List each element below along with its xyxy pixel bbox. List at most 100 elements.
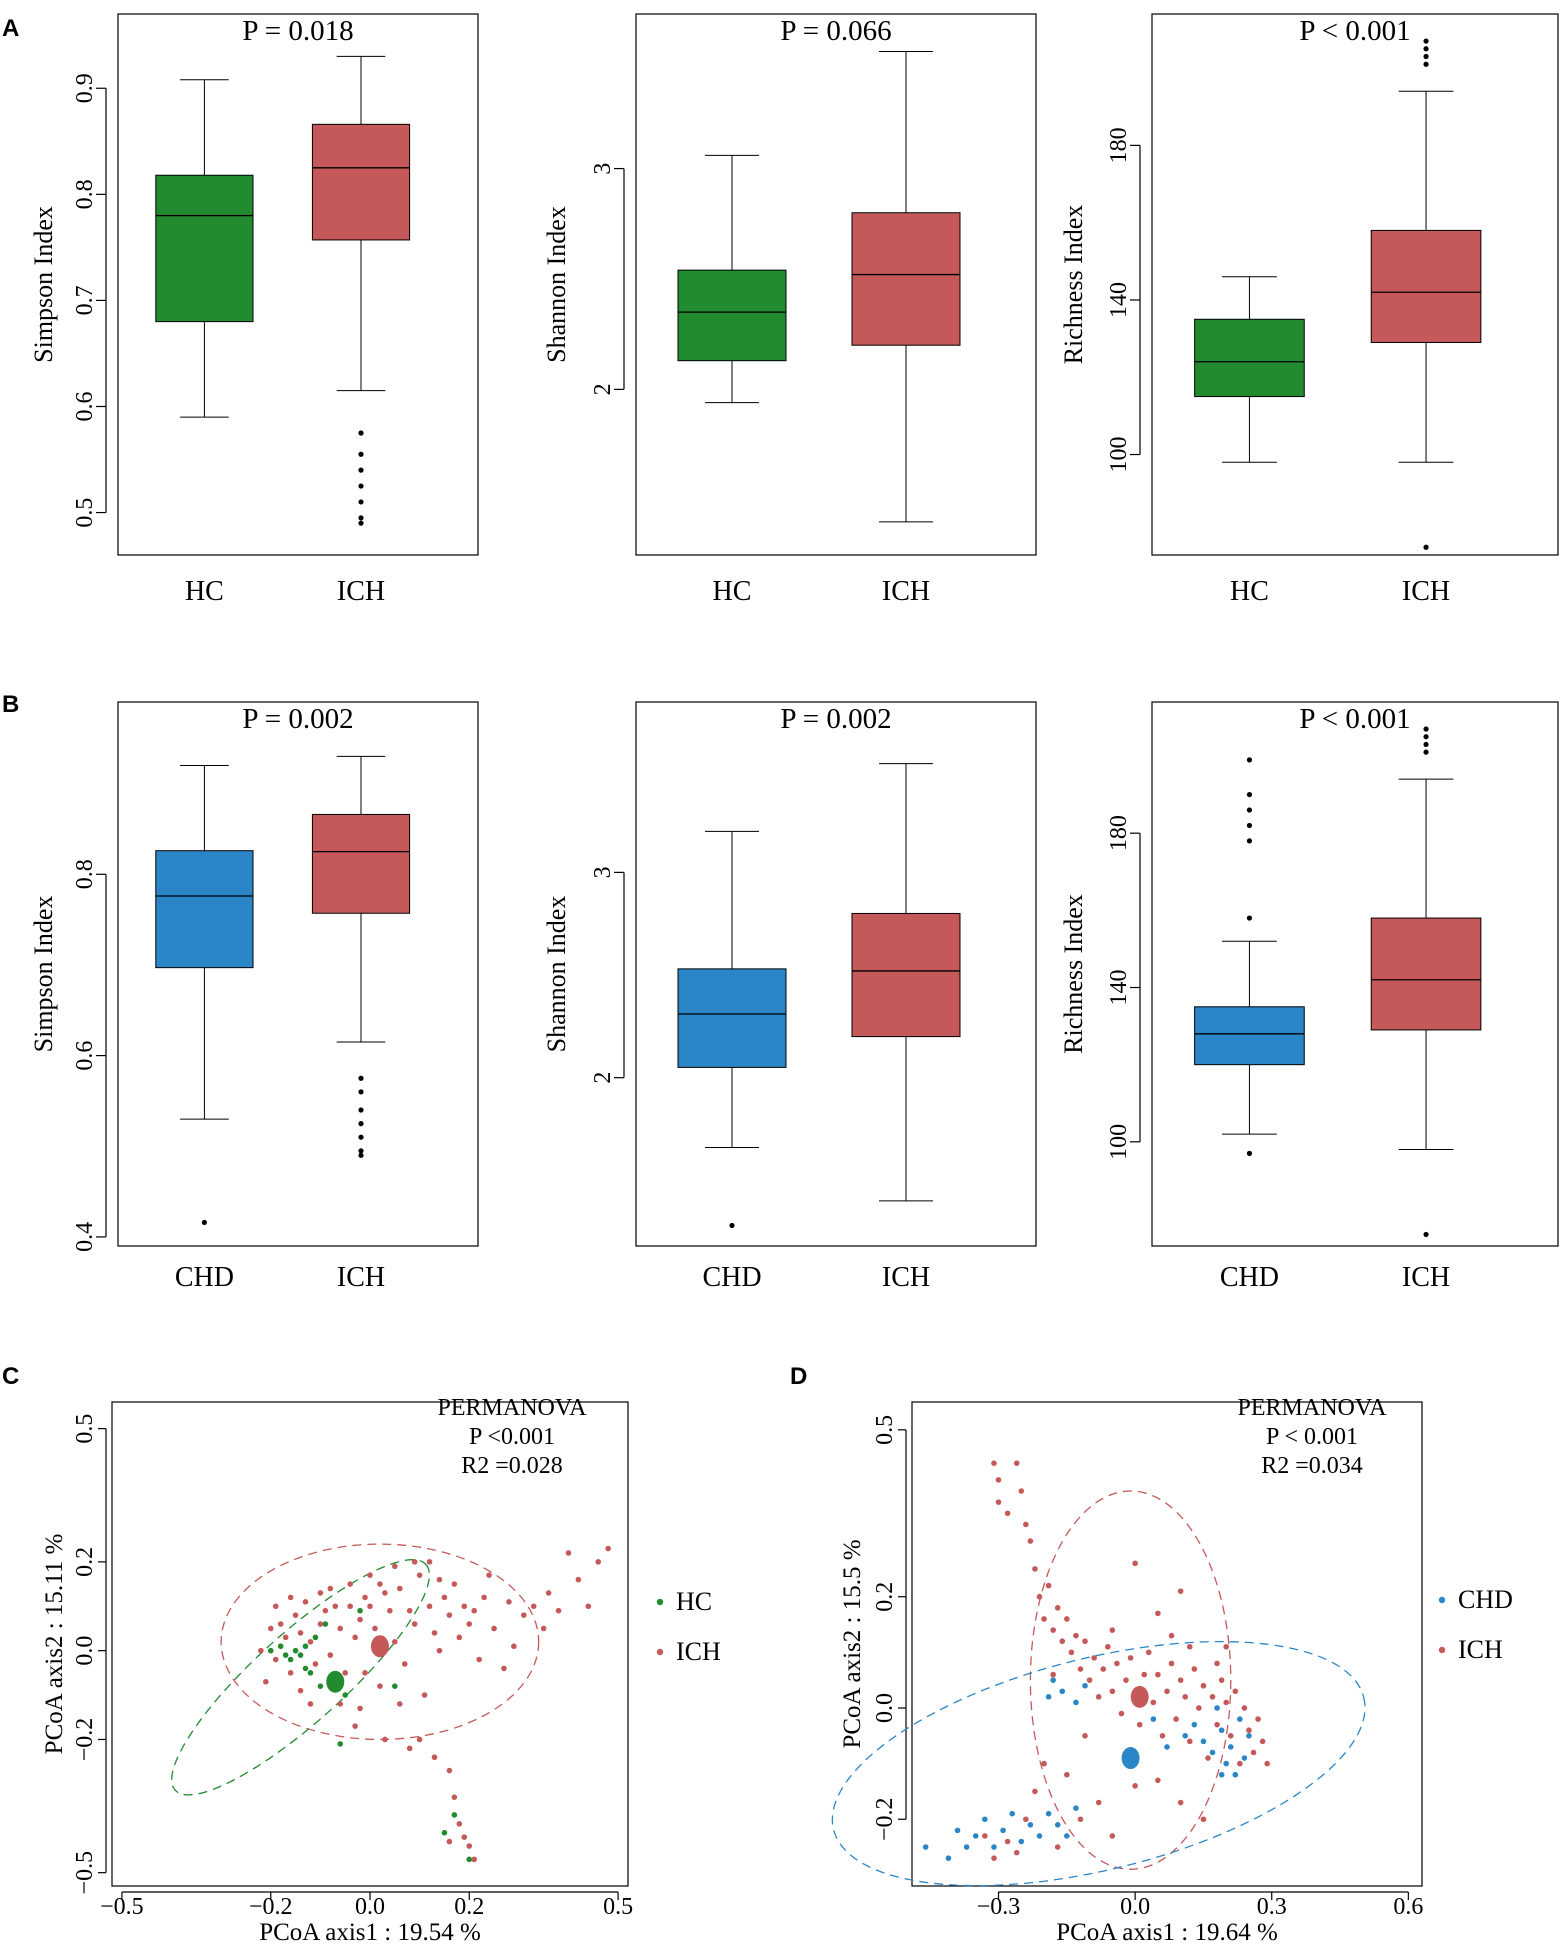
box-chd <box>155 764 254 1226</box>
data-point <box>1218 1677 1225 1683</box>
data-point <box>297 1652 304 1658</box>
data-point <box>431 1630 438 1636</box>
data-point <box>307 1701 314 1707</box>
data-point <box>1177 1799 1184 1806</box>
data-point <box>272 1656 279 1663</box>
p-value-label: P < 0.001 <box>1299 15 1410 47</box>
data-point <box>1041 1760 1047 1767</box>
y-axis-label: Simpson Index <box>29 896 58 1053</box>
data-point <box>382 1736 388 1743</box>
category-label: ICH <box>337 1262 385 1293</box>
p-value-label: P = 0.066 <box>780 15 891 47</box>
data-point <box>963 1844 970 1850</box>
box-iqr <box>851 912 961 1038</box>
data-point <box>312 1661 319 1667</box>
centroid-chd <box>1121 1747 1140 1770</box>
data-point <box>1018 1838 1025 1845</box>
data-point <box>258 1647 264 1654</box>
points-chd <box>922 1677 1252 1861</box>
plot-frame <box>117 701 479 1247</box>
data-point <box>456 1634 463 1641</box>
y-tick-label: 180 <box>1106 815 1132 851</box>
data-point <box>922 1844 929 1850</box>
data-point <box>1036 1593 1043 1600</box>
p-value-label: P = 0.018 <box>242 15 353 47</box>
plot-frame <box>635 13 1037 556</box>
data-point <box>1223 1760 1229 1767</box>
data-point <box>995 1499 1002 1505</box>
charts-layer: P = 0.018 0.5 0.6 0.7 0.8 0.9 Simpson Index HC I… <box>29 13 1559 1946</box>
data-point <box>585 1603 592 1610</box>
boxplot-a-3: P < 0.001 100 140 180 Richness Index HC ICH <box>1059 13 1559 607</box>
category-label: CHD <box>175 1262 234 1293</box>
box-ich <box>1370 38 1482 550</box>
data-point <box>565 1550 572 1556</box>
y-tick-label: 0.2 <box>872 1582 898 1612</box>
outlier-point <box>201 1219 207 1226</box>
data-point <box>1173 1716 1179 1722</box>
data-point <box>1223 1699 1229 1706</box>
outlier-point <box>1423 734 1429 740</box>
p-value-label: P = 0.002 <box>780 703 891 735</box>
data-point <box>327 1652 334 1658</box>
data-point <box>446 1838 453 1845</box>
data-point <box>1009 1810 1015 1817</box>
data-point <box>312 1634 319 1641</box>
box-chd <box>677 830 787 1229</box>
data-point <box>392 1638 398 1645</box>
data-point <box>446 1612 453 1618</box>
data-point <box>521 1612 527 1618</box>
outlier-point <box>1423 749 1429 755</box>
data-point <box>1191 1721 1198 1728</box>
category-label: CHD <box>702 1262 761 1293</box>
data-point <box>1036 1833 1043 1839</box>
data-point <box>1032 1566 1038 1572</box>
box-iqr <box>851 212 961 346</box>
data-point <box>1073 1805 1079 1811</box>
y-tick-label: 0.5 <box>72 498 98 528</box>
data-point <box>1068 1649 1075 1656</box>
data-point <box>337 1625 344 1632</box>
y-tick-label: 3 <box>590 163 616 175</box>
data-point <box>1232 1771 1239 1778</box>
box-iqr <box>1370 229 1482 343</box>
y-tick-label: 0.8 <box>72 859 98 889</box>
data-point <box>1054 1605 1061 1611</box>
data-point <box>372 1625 378 1632</box>
data-point <box>1082 1638 1088 1645</box>
data-point <box>466 1621 473 1627</box>
data-point <box>1209 1694 1216 1700</box>
outlier-point <box>1246 791 1253 798</box>
data-point <box>945 1855 952 1861</box>
outlier-point <box>1246 822 1253 829</box>
legend-item-chd: CHD <box>1438 1585 1513 1614</box>
data-point <box>411 1621 418 1627</box>
plot-frame <box>117 13 479 556</box>
y-tick-label: 140 <box>1106 282 1132 318</box>
data-point <box>292 1647 299 1654</box>
data-point <box>1064 1771 1070 1778</box>
x-tick-label: 0.6 <box>1393 1894 1423 1920</box>
centroid-ich <box>370 1635 389 1658</box>
y-tick-label: 0.4 <box>72 1222 98 1252</box>
data-point <box>466 1843 473 1849</box>
data-point <box>1227 1744 1234 1750</box>
box-iqr <box>677 968 787 1068</box>
data-point <box>1091 1655 1097 1661</box>
data-point <box>292 1612 299 1618</box>
data-point <box>1105 1643 1111 1650</box>
data-point <box>1132 1560 1138 1567</box>
outlier-point <box>358 1121 364 1127</box>
data-point <box>1004 1510 1011 1517</box>
permanova-annotation: PERMANOVA <box>1238 1395 1388 1421</box>
outlier-point <box>1246 757 1253 763</box>
outlier-point <box>1423 741 1429 748</box>
data-point <box>1118 1710 1125 1717</box>
data-point <box>1164 1744 1170 1750</box>
data-point <box>1259 1738 1266 1745</box>
legend-marker <box>1438 1596 1446 1604</box>
y-tick-label: 0.6 <box>72 391 98 421</box>
category-label: CHD <box>1220 1262 1279 1293</box>
data-point <box>317 1590 324 1596</box>
x-tick-label: 0.0 <box>1120 1894 1150 1920</box>
